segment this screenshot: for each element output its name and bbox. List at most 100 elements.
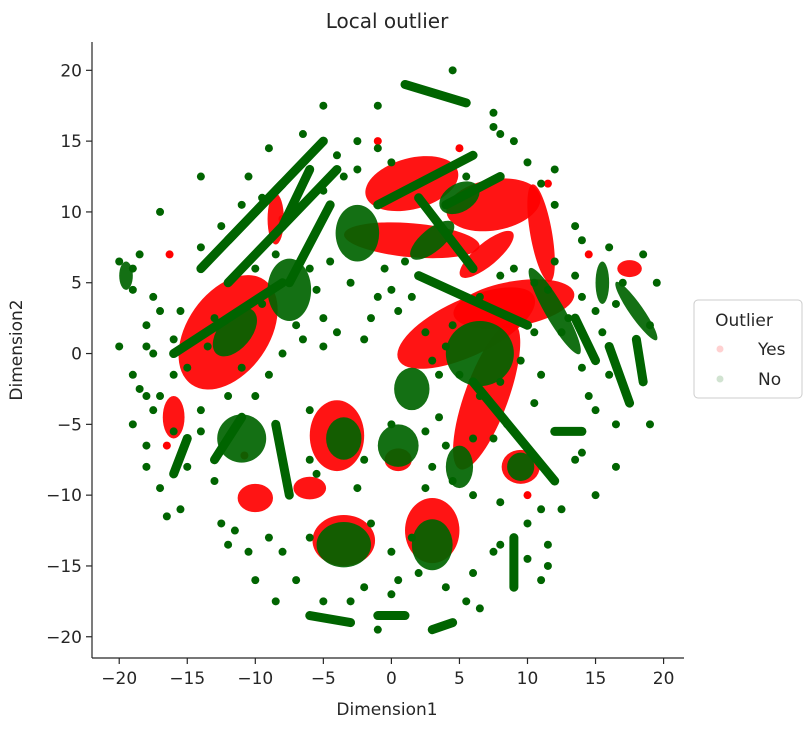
point-no — [305, 193, 314, 202]
streak-no — [169, 434, 192, 479]
point-yes — [165, 250, 174, 259]
point-no — [550, 476, 559, 485]
point-no — [530, 278, 539, 287]
point-no — [183, 462, 192, 471]
point-no — [441, 441, 450, 450]
point-no — [611, 420, 620, 429]
point-no — [550, 200, 559, 209]
cluster-yes — [162, 396, 185, 439]
point-no — [516, 356, 525, 365]
point-no — [435, 413, 444, 422]
point-no — [135, 384, 144, 393]
streak-no — [373, 150, 478, 210]
point-no — [156, 307, 165, 316]
point-no — [162, 512, 171, 521]
point-no — [360, 335, 369, 344]
point-no — [305, 406, 314, 415]
point-no — [571, 455, 580, 464]
point-no — [577, 236, 586, 245]
cluster-no — [217, 414, 267, 463]
point-no — [618, 278, 627, 287]
point-no — [489, 122, 498, 131]
chart-title: Local outlier — [326, 9, 449, 33]
point-no — [496, 271, 505, 280]
x-tick-label: 0 — [386, 669, 397, 689]
point-no — [264, 144, 273, 153]
point-no — [366, 314, 375, 323]
point-no — [346, 597, 355, 606]
point-no — [373, 625, 382, 634]
legend-label-yes: Yes — [757, 340, 786, 360]
plot-area — [115, 66, 661, 635]
x-tick-label: 15 — [585, 669, 607, 689]
streak-no — [209, 412, 247, 465]
point-no — [496, 498, 505, 507]
y-tick-label: −20 — [46, 628, 82, 648]
point-no — [251, 392, 260, 401]
cluster-yes — [237, 483, 274, 513]
point-no — [591, 307, 600, 316]
point-no — [176, 505, 185, 514]
cluster-no — [316, 522, 371, 568]
point-no — [149, 349, 158, 358]
point-no — [128, 285, 137, 294]
cluster-no — [507, 452, 535, 481]
point-no — [332, 328, 341, 337]
point-no — [387, 158, 396, 167]
point-no — [469, 569, 478, 578]
point-no — [387, 547, 396, 556]
point-no — [441, 342, 450, 351]
point-no — [244, 547, 253, 556]
point-no — [366, 519, 375, 528]
point-no — [169, 370, 178, 379]
point-no — [128, 264, 137, 273]
streak-no — [284, 200, 335, 288]
point-no — [421, 427, 430, 436]
streak-no — [468, 377, 560, 486]
streak-no — [570, 313, 601, 366]
point-no — [319, 597, 328, 606]
point-no — [237, 200, 246, 209]
point-no — [196, 243, 205, 252]
streak-no — [604, 341, 635, 408]
point-no — [435, 370, 444, 379]
legend-title: Outlier — [715, 311, 773, 331]
point-no — [224, 540, 233, 549]
point-yes — [523, 491, 532, 500]
point-no — [496, 130, 505, 139]
cluster-no — [377, 424, 419, 467]
point-no — [319, 101, 328, 110]
y-axis-title: Dimension2 — [7, 299, 27, 400]
point-no — [203, 342, 212, 351]
point-yes — [373, 137, 382, 146]
point-no — [401, 257, 410, 266]
point-no — [312, 285, 321, 294]
point-no — [598, 328, 607, 337]
point-no — [475, 292, 484, 301]
point-no — [448, 66, 457, 75]
point-no — [258, 299, 267, 308]
x-tick-label: −20 — [101, 669, 137, 689]
point-no — [298, 335, 307, 344]
point-no — [591, 406, 600, 415]
point-no — [387, 590, 396, 599]
point-no — [237, 363, 246, 372]
cluster-no — [394, 367, 430, 411]
point-no — [639, 250, 648, 259]
point-no — [292, 576, 301, 585]
point-no — [196, 172, 205, 181]
point-no — [210, 476, 219, 485]
point-no — [537, 576, 546, 585]
x-tick-label: −5 — [311, 669, 336, 689]
legend-frame — [693, 299, 803, 399]
y-tick-label: −15 — [46, 557, 82, 577]
cluster-no — [411, 519, 453, 571]
point-yes — [455, 144, 464, 153]
y-tick-label: −5 — [57, 415, 82, 435]
legend-label-no: No — [758, 370, 781, 390]
streak-no — [278, 164, 315, 231]
point-no — [571, 222, 580, 231]
point-no — [543, 285, 552, 294]
point-no — [489, 108, 498, 117]
